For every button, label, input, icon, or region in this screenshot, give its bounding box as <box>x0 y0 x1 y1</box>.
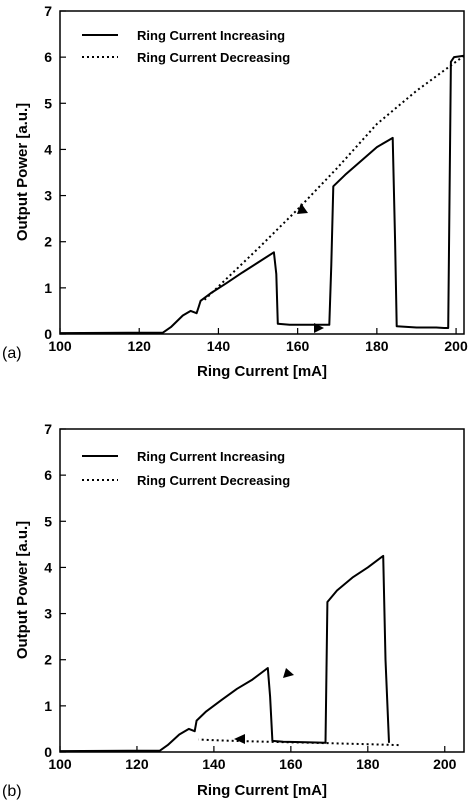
y-tick-label: 7 <box>44 3 52 19</box>
series-line-decreasing <box>198 738 399 747</box>
arrow-marker-up <box>283 668 294 678</box>
series-line-increasing <box>59 54 465 335</box>
plot-frame <box>59 428 465 753</box>
y-tick-label: 1 <box>44 280 52 296</box>
arrow-marker-right <box>314 323 324 333</box>
arrow-marker-left <box>234 734 245 744</box>
x-axis-title: Ring Current [mA] <box>197 363 327 380</box>
panel-label: (b) <box>2 783 22 800</box>
legend: Ring Current Increasing Ring Current Dec… <box>82 28 290 65</box>
legend: Ring Current Increasing Ring Current Dec… <box>82 449 290 488</box>
series-line-increasing <box>59 554 390 753</box>
y-axis-title: Output Power [a.u.] <box>14 521 31 659</box>
series-line-decreasing <box>201 54 465 303</box>
y-tick-label: 5 <box>44 95 52 111</box>
y-tick-label: 6 <box>44 49 52 65</box>
plot-frame <box>59 10 465 335</box>
x-tick-label: 180 <box>365 338 389 354</box>
x-tick-label: 100 <box>48 338 72 354</box>
x-tick-label: 200 <box>433 756 457 772</box>
legend-label-increasing: Ring Current Increasing <box>137 28 285 43</box>
chart-panel-a: 100 120 140 160 180 200 0 1 2 3 4 5 6 7 Ring Current … <box>2 3 468 380</box>
series-layer <box>59 54 465 335</box>
x-tick-label: 120 <box>128 338 152 354</box>
panel-label: (a) <box>2 345 22 362</box>
series-layer <box>59 554 399 753</box>
legend-label-decreasing: Ring Current Decreasing <box>137 473 290 488</box>
y-tick-label: 3 <box>44 606 52 622</box>
y-tick-label: 0 <box>44 744 52 760</box>
tick-group: 100 120 140 160 180 200 0 1 2 3 4 5 6 7 <box>44 421 456 772</box>
y-tick-label: 4 <box>44 559 52 575</box>
x-tick-label: 140 <box>207 338 231 354</box>
y-tick-label: 2 <box>44 234 52 250</box>
y-tick-label: 5 <box>44 513 52 529</box>
y-tick-label: 7 <box>44 421 52 437</box>
x-tick-label: 140 <box>202 756 226 772</box>
x-tick-label: 100 <box>48 756 72 772</box>
y-tick-label: 4 <box>44 141 52 157</box>
legend-label-decreasing: Ring Current Decreasing <box>137 50 290 65</box>
y-axis-title: Output Power [a.u.] <box>14 103 31 241</box>
legend-label-increasing: Ring Current Increasing <box>137 449 285 464</box>
tick-group: 100 120 140 160 180 200 0 1 2 3 4 5 6 7 <box>44 3 468 354</box>
x-axis-title: Ring Current [mA] <box>197 782 327 799</box>
y-tick-label: 0 <box>44 326 52 342</box>
x-tick-label: 160 <box>279 756 303 772</box>
x-tick-label: 180 <box>356 756 380 772</box>
y-tick-label: 1 <box>44 698 52 714</box>
x-tick-label: 120 <box>125 756 149 772</box>
y-tick-label: 6 <box>44 467 52 483</box>
arrow-marker-left <box>297 203 308 214</box>
y-tick-label: 2 <box>44 652 52 668</box>
y-tick-label: 3 <box>44 188 52 204</box>
x-tick-label: 200 <box>444 338 468 354</box>
chart-panel-b: 100 120 140 160 180 200 0 1 2 3 4 5 6 7 Ring Current … <box>2 421 465 800</box>
x-tick-label: 160 <box>286 338 310 354</box>
